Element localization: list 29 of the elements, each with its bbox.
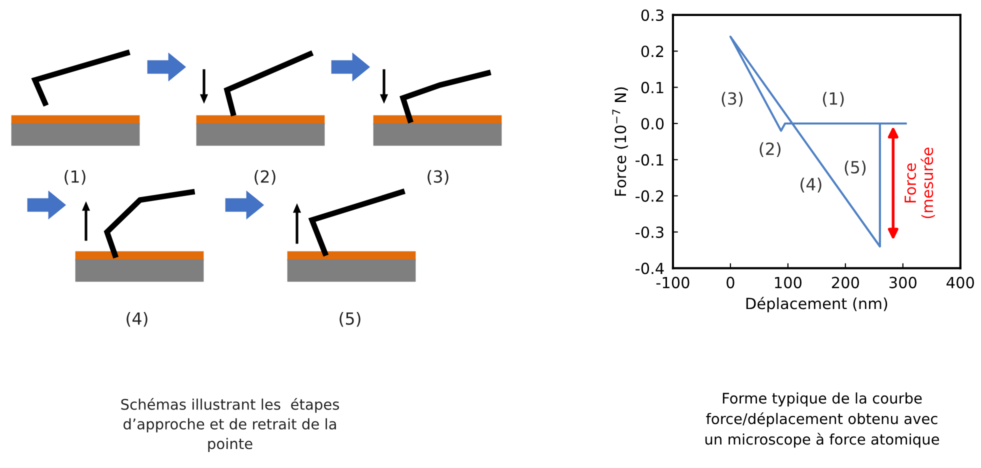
annotation: (2) <box>760 142 780 158</box>
y-tick-label: -0.4 <box>636 262 664 274</box>
x-axis-title: Déplacement (nm) <box>746 296 888 312</box>
x-tick-label: -100 <box>656 276 690 288</box>
x-tick-label: 300 <box>889 276 916 288</box>
y-axis-title: Force (10$^{−7}$ N) <box>612 87 628 196</box>
text: (4) <box>126 312 148 327</box>
x-tick-label: 100 <box>775 276 802 288</box>
annotation: (1) <box>822 92 844 107</box>
x-tick-label: 400 <box>946 276 974 288</box>
y-tick-label: 0.3 <box>641 9 664 21</box>
annotation: (5) <box>844 160 866 176</box>
y-tick-label: 0.0 <box>641 118 664 130</box>
text: Schémas illustrant les étapes d’approche et de retrait de la pointe <box>121 398 340 452</box>
annotation: (3) <box>722 92 743 107</box>
y-tick-label: 0.2 <box>641 46 664 58</box>
annotation: Force (mesurée <box>904 148 935 218</box>
y-tick-label: -0.3 <box>636 226 664 238</box>
x-tick-label: 200 <box>832 276 859 288</box>
y-tick-label: -0.1 <box>636 154 664 166</box>
text: (5) <box>340 312 360 327</box>
x-tick-label: 0 <box>726 276 734 288</box>
text: (1) <box>64 170 86 185</box>
annotation: (4) <box>800 178 822 192</box>
y-tick-label: -0.2 <box>636 190 664 202</box>
text: Forme typique de la courbe force/déplacement obtenu avec un microscope à force atomique <box>705 392 940 448</box>
y-tick-label: 0.1 <box>641 82 664 94</box>
text: (3) <box>428 170 448 185</box>
text: (2) <box>254 170 276 185</box>
